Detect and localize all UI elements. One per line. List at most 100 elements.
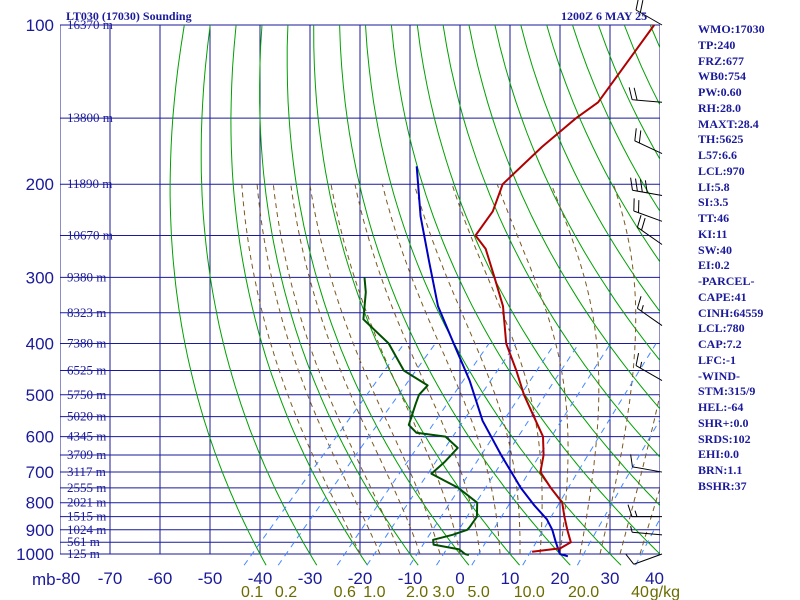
mixing-ratio-line <box>366 343 517 566</box>
dry-adiabat <box>313 24 520 566</box>
dewpoint-profile <box>362 277 479 557</box>
index-item: MAXT:28.4 <box>698 116 759 131</box>
mixing-ratio-unit-label: g/kg <box>650 584 680 600</box>
temperature-tick-label: 10 <box>501 569 520 588</box>
altitude-label: 16370 m <box>67 17 113 32</box>
altitude-label: 5750 m <box>67 387 106 402</box>
wind-barb <box>627 504 662 518</box>
dry-adiabat <box>520 24 660 313</box>
chart-time: 1200Z 6 MAY 25 <box>561 9 647 23</box>
altitude-label: 9380 m <box>67 269 106 284</box>
temperature-tick-label: -30 <box>298 569 323 588</box>
altitude-label: 3709 m <box>67 447 106 462</box>
mixing-ratio-label: 3.0 <box>432 584 454 600</box>
index-item: LCL:780 <box>698 321 745 336</box>
index-item: CINH:64559 <box>698 305 764 320</box>
dry-adiabat <box>468 24 660 410</box>
dry-adiabat <box>230 24 368 566</box>
moist-adiabat <box>451 184 543 555</box>
temperature-tick-label: 40 <box>645 569 664 588</box>
temperature-tick-label: -10 <box>398 569 423 588</box>
wind-barb <box>628 87 663 103</box>
wind-barb <box>636 296 663 326</box>
wind-barb <box>630 454 663 473</box>
altitude-label: 8323 m <box>67 305 106 320</box>
pressure-tick-label: 900 <box>26 521 54 540</box>
index-item: CAP:7.2 <box>698 337 742 351</box>
index-item: STM:315/9 <box>698 384 756 399</box>
temperature-tick-label: -50 <box>198 569 223 588</box>
index-item: -PARCEL- <box>698 274 755 288</box>
temperature-tick-label: 0 <box>455 569 464 588</box>
altitude-label: 2021 m <box>67 495 106 510</box>
pressure-tick-label: 200 <box>26 175 54 194</box>
moist-adiabat <box>272 184 401 555</box>
dry-adiabat <box>494 24 660 362</box>
altitude-label: 1515 m <box>67 509 106 524</box>
mixing-ratio-label: 0.6 <box>334 584 356 600</box>
moist-adiabat <box>599 184 637 555</box>
moist-adiabat <box>330 184 461 555</box>
temperature-tick-label: 20 <box>551 569 570 588</box>
moist-adiabat <box>381 184 501 555</box>
index-item: PW:0.60 <box>698 85 742 99</box>
temperature-tick-label: -40 <box>248 569 273 588</box>
altitude-label: 10670 m <box>67 228 113 243</box>
altitude-label: 6525 m <box>67 363 106 378</box>
moist-adiabat <box>550 184 600 555</box>
pressure-tick-label: 300 <box>26 268 54 287</box>
mixing-ratio-label: 40 <box>631 584 649 600</box>
index-item: FRZ:677 <box>698 53 744 68</box>
sounding-indices-panel: WMO:17030 TP:240 FRZ:677 WB0:754 PW:0.60 RH:2… <box>698 22 798 495</box>
mixing-ratio-label: 0.2 <box>275 584 297 600</box>
pressure-tick-label: 600 <box>26 428 54 447</box>
wind-barb <box>635 0 663 26</box>
wind-barb <box>636 215 663 245</box>
altitude-label: 13800 m <box>67 110 113 125</box>
index-item: TH:5625 <box>698 132 744 147</box>
pressure-tick-label: 400 <box>26 334 54 353</box>
mixing-ratio-label: 20.0 <box>568 584 599 600</box>
parcel-path <box>415 166 569 558</box>
index-item: SI:3.5 <box>698 195 729 210</box>
index-item: L57:6.6 <box>698 148 737 162</box>
dry-adiabat <box>442 24 660 458</box>
index-item: SRDS:102 <box>698 431 751 446</box>
sounding-profiles <box>362 24 656 558</box>
index-item: WB0:754 <box>698 69 746 84</box>
altitude-label: 125 m <box>67 546 100 561</box>
chart-grid <box>60 24 660 566</box>
wind-barb <box>635 353 663 381</box>
moist-adiabat <box>496 184 569 555</box>
index-item: WMO:17030 <box>698 22 765 36</box>
pressure-tick-label: 100 <box>26 16 54 35</box>
index-item: EI:0.2 <box>698 258 730 273</box>
index-item: BRN:1.1 <box>698 463 743 477</box>
mixing-ratio-label: 1.0 <box>363 584 385 600</box>
mixing-ratio-label: 10.0 <box>514 584 545 600</box>
temperature-tick-label: 30 <box>601 569 620 588</box>
temperature-tick-label: -20 <box>348 569 373 588</box>
index-item: SHR+:0.0 <box>698 415 749 430</box>
dry-adiabat <box>546 24 660 263</box>
index-item: TP:240 <box>698 37 736 52</box>
index-item: KI:11 <box>698 226 728 241</box>
index-item: LCL:970 <box>698 163 745 178</box>
index-item: LI:5.8 <box>698 179 730 194</box>
altitude-label: 561 m <box>67 534 100 549</box>
altitude-label: 4345 m <box>67 429 106 444</box>
index-item: -WIND- <box>698 368 740 383</box>
wind-barb <box>630 177 663 196</box>
index-item: BSHR:37 <box>698 478 747 493</box>
altitude-label: 3117 m <box>67 464 106 479</box>
chart-title: LT030 (17030) Sounding <box>66 9 192 23</box>
wind-barb <box>625 553 663 565</box>
temperature-profile <box>474 24 656 553</box>
mixing-ratio-line <box>471 343 611 566</box>
moist-adiabat <box>241 184 361 555</box>
mixing-ratio-line <box>336 343 490 566</box>
moist-adiabat <box>413 184 521 554</box>
index-item: TT:46 <box>698 211 730 225</box>
moist-adiabat <box>309 184 441 555</box>
